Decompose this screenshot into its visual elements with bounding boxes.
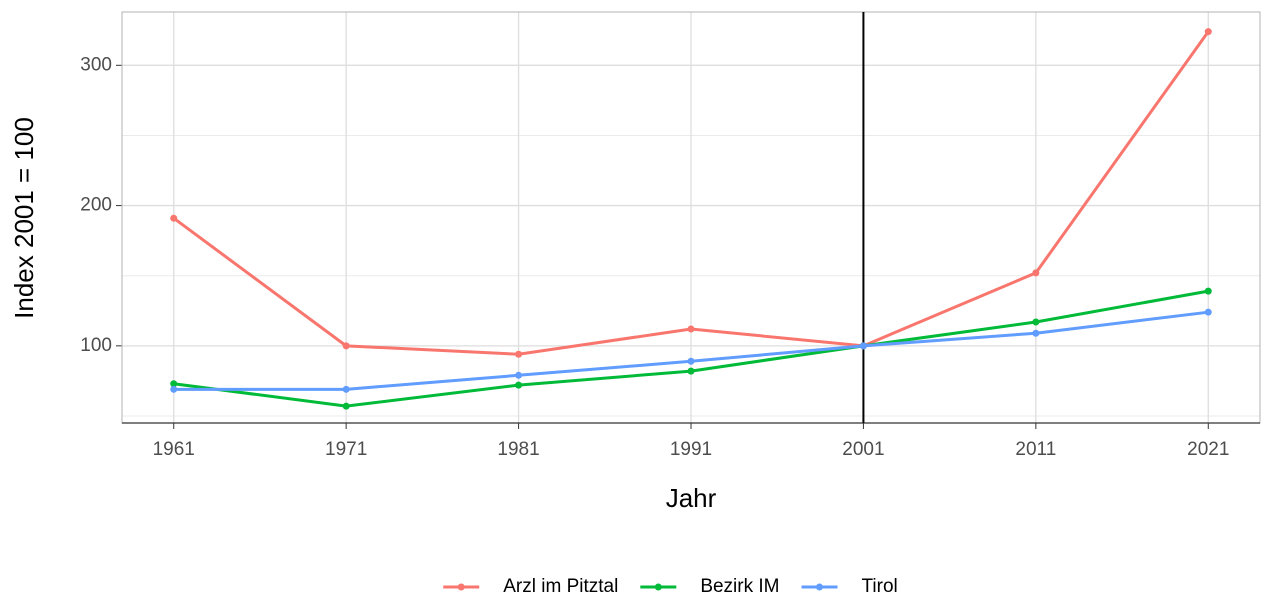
legend-key-point — [457, 583, 465, 591]
point — [515, 350, 523, 358]
x-tick-label: 1971 — [325, 439, 367, 460]
point — [687, 325, 695, 333]
x-tick-label: 1961 — [153, 439, 195, 460]
legend-label: Tirol — [862, 576, 898, 597]
legend-key-point — [654, 583, 662, 591]
point — [342, 402, 350, 410]
point — [1032, 269, 1040, 277]
point — [1204, 308, 1212, 316]
point — [687, 367, 695, 375]
point — [170, 214, 178, 222]
point — [1204, 28, 1212, 36]
x-tick-label: 1981 — [497, 439, 539, 460]
legend-key-point — [816, 583, 824, 591]
legend-label: Bezirk IM — [700, 576, 779, 597]
x-tick-label: 2021 — [1187, 439, 1229, 460]
y-tick-label: 100 — [80, 335, 112, 356]
legend-label: Arzl im Pitztal — [503, 576, 618, 597]
point — [515, 371, 523, 379]
x-axis-title: Jahr — [666, 483, 717, 513]
point — [515, 381, 523, 389]
x-tick-label: 1991 — [670, 439, 712, 460]
legend: Arzl im Pitztal Bezirk IM Tirol — [443, 576, 898, 597]
point — [170, 380, 178, 388]
x-tick-label: 2011 — [1015, 439, 1056, 460]
point — [1032, 318, 1040, 326]
y-tick-label: 300 — [80, 54, 112, 75]
point — [1032, 329, 1040, 337]
point — [859, 342, 867, 350]
x-tick-label: 2001 — [842, 439, 884, 460]
y-axis-title: Index 2001 = 100 — [9, 117, 39, 319]
point — [342, 385, 350, 393]
point — [687, 357, 695, 365]
point — [342, 342, 350, 350]
point — [170, 385, 178, 393]
y-tick-label: 200 — [80, 195, 112, 216]
point — [1204, 287, 1212, 295]
